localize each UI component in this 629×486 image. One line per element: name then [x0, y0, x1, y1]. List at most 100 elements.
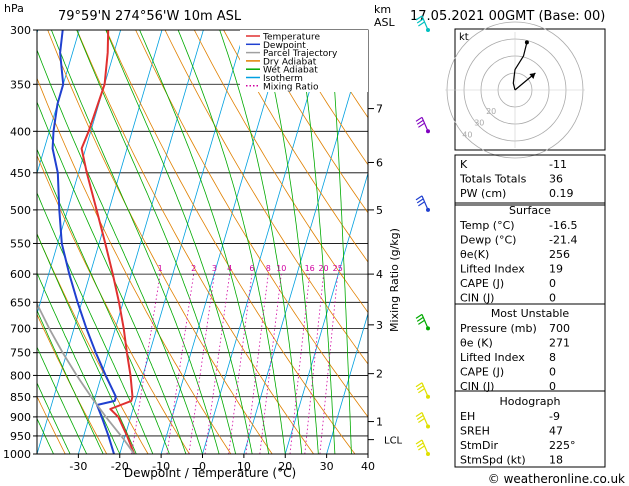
- mixing-ratio-line: [245, 274, 269, 454]
- index-label: EH: [460, 410, 475, 423]
- wind-barb-dot: [426, 452, 430, 456]
- wind-barb: [415, 412, 430, 429]
- wind-barb-staff: [421, 439, 429, 455]
- indices-top-box: [454, 154, 606, 206]
- mixing-ratio-label: 4: [227, 264, 232, 273]
- index-label: Temp (°C): [459, 219, 515, 232]
- wet-adiabat-line: [105, 30, 253, 454]
- wind-barb-flag: [418, 122, 425, 128]
- wind-barb-flag: [416, 442, 424, 448]
- pressure-tick-label: 550: [10, 237, 31, 250]
- wind-barb-flag: [415, 439, 423, 445]
- mixing-ratio-label: 6: [249, 264, 254, 273]
- wet-adiabat-line: [297, 30, 336, 454]
- wind-barb-dot: [426, 129, 430, 134]
- storm-motion-arrowhead: [529, 73, 536, 79]
- mixing-ratio-axis-label: Mixing Ratio (g/kg): [388, 228, 401, 332]
- index-label: CAPE (J): [460, 366, 504, 379]
- wind-barb-flag: [416, 18, 424, 24]
- mixing-ratio-line: [204, 274, 231, 454]
- location-title: 79°59'N 274°56'W 10m ASL: [58, 9, 242, 24]
- wet-adiabat-line: [76, 30, 236, 454]
- mixing-ratio-line: [304, 274, 324, 454]
- hodograph-unit: kt: [459, 32, 469, 43]
- pressure-tick-label: 650: [10, 296, 31, 309]
- index-label: PW (cm): [460, 187, 506, 200]
- isotherm-line: [77, 30, 204, 454]
- isotherm-line: [160, 30, 287, 454]
- height-axis: 1 2 3 4 5 6 7 LCL: [368, 103, 403, 447]
- mixing-ratio-label: 16: [305, 264, 315, 273]
- index-value: 47: [549, 425, 563, 438]
- temperature-tick-label: 40: [361, 460, 375, 473]
- pressure-tick-label: 900: [10, 411, 31, 424]
- index-value: 225°: [549, 439, 576, 452]
- pressure-tick-label: 700: [10, 322, 31, 335]
- wet-adiabat-line: [37, 382, 71, 454]
- surface-title: Surface: [509, 204, 551, 217]
- height-tick-label: 4: [376, 268, 383, 281]
- index-label: Totals Totals: [459, 173, 527, 186]
- wind-barb-staff: [421, 15, 429, 31]
- isotherm-line: [202, 30, 328, 454]
- plot-area: [37, 30, 368, 454]
- index-label: CIN (J): [460, 380, 494, 393]
- legend-entry: Mixing Ratio: [263, 82, 319, 92]
- hodograph-trace: [512, 42, 528, 91]
- index-value: -16.5: [549, 219, 577, 232]
- temperature-tick-label: 0: [199, 460, 206, 473]
- hodograph-ring-label: 40: [462, 131, 472, 140]
- hodograph-ring-label: 20: [486, 107, 496, 116]
- index-value: 18: [549, 454, 563, 467]
- wind-barb-flag: [416, 415, 424, 421]
- pressure-tick-label: 600: [10, 268, 31, 281]
- wind-barb: [415, 439, 430, 456]
- index-value: 8: [549, 351, 556, 364]
- wind-barb: [415, 313, 430, 331]
- index-label: CIN (J): [460, 292, 494, 305]
- temperature-tick-label: 30: [320, 460, 334, 473]
- temperature-tick-label: 20: [278, 460, 292, 473]
- parcel-trajectory-line: [37, 301, 135, 454]
- index-label: StmSpd (kt): [460, 454, 526, 467]
- pressure-tick-label: 1000: [3, 448, 31, 461]
- hodograph-frame: [454, 28, 606, 151]
- asl-unit-label: ASL: [374, 16, 396, 29]
- mixing-ratio-label: 20: [318, 264, 328, 273]
- wind-barb-flag: [418, 445, 425, 451]
- wind-barb: [415, 195, 430, 212]
- wind-barb-staff: [421, 314, 429, 329]
- index-label: Pressure (mb): [460, 322, 537, 335]
- isotherm-line: [37, 30, 163, 454]
- wind-barb-flag: [415, 15, 423, 21]
- wind-barb-flag: [415, 313, 423, 319]
- dry-adiabat-line: [37, 395, 66, 454]
- index-label: StmDir: [460, 439, 499, 452]
- height-tick-label: 1: [376, 416, 383, 429]
- unstable-title: Most Unstable: [491, 307, 570, 320]
- index-value: 700: [549, 322, 570, 335]
- wet-adiabat-line: [37, 191, 154, 454]
- height-tick-label: 7: [376, 103, 383, 116]
- hodograph-endpoint: [524, 40, 529, 45]
- index-label: Lifted Index: [460, 351, 525, 364]
- index-value: -21.4: [549, 234, 577, 247]
- mixing-ratio-label: 2: [191, 264, 196, 273]
- legend-entry: Dewpoint: [263, 41, 306, 51]
- dry-adiabat-line: [105, 30, 356, 454]
- dry-adiabat-line: [281, 30, 368, 166]
- hodograph-index-box: [454, 390, 606, 468]
- wind-barb: [415, 15, 430, 32]
- wind-barb-dot: [426, 424, 430, 429]
- x-axis-label: Dewpoint / Temperature (°C): [124, 466, 296, 480]
- dry-adiabat-line: [223, 30, 368, 263]
- isotherm-line: [243, 31, 368, 454]
- temperature-tick-label: 10: [237, 460, 251, 473]
- temperature-line: [80, 30, 136, 454]
- temperature-tick-label: -20: [111, 460, 129, 473]
- temperature-tick-label: -30: [69, 460, 87, 473]
- wet-adiabat-line: [260, 30, 319, 454]
